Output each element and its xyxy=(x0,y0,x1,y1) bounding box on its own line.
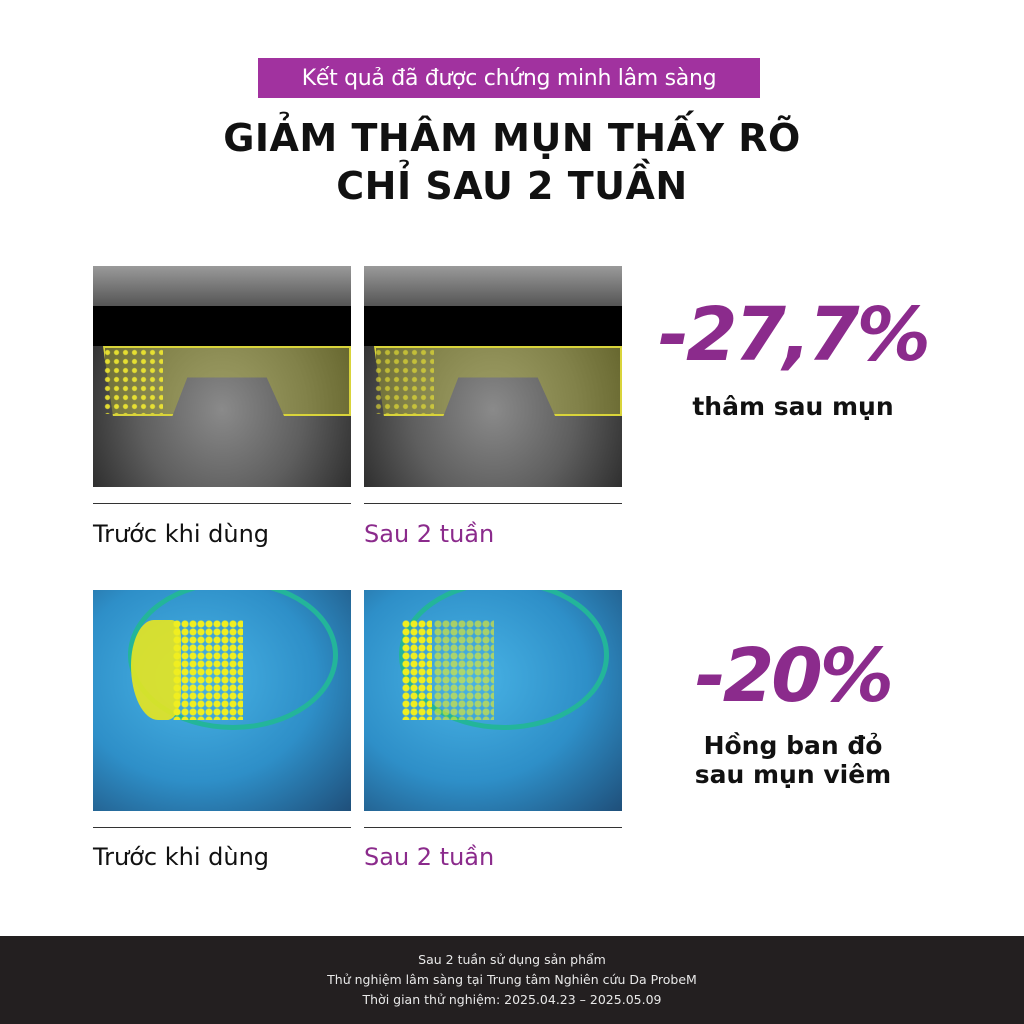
divider xyxy=(93,827,351,828)
before-photo-redness xyxy=(93,590,351,811)
headline-badge: Kết quả đã được chứng minh lâm sàng xyxy=(258,58,760,98)
divider xyxy=(364,827,622,828)
footer: Sau 2 tuần sử dụng sản phẩm Thử nghiệm l… xyxy=(0,936,1024,1024)
before-caption: Trước khi dùng xyxy=(93,843,270,871)
stat-dark-spots-label: thâm sau mụn xyxy=(692,392,894,421)
after-caption: Sau 2 tuần xyxy=(364,843,495,871)
footer-line3: Thời gian thử nghiệm: 2025.04.23 – 2025.… xyxy=(362,992,662,1007)
page-title-line1: GIẢM THÂM MỤN THẤY RÕ xyxy=(223,116,801,160)
after-photo-dark-spots xyxy=(364,266,622,487)
before-caption: Trước khi dùng xyxy=(93,520,270,548)
footer-line1: Sau 2 tuần sử dụng sản phẩm xyxy=(418,952,606,967)
divider xyxy=(364,503,622,504)
divider xyxy=(93,503,351,504)
stat-redness-label-1: Hồng ban đỏ xyxy=(703,731,883,760)
after-caption: Sau 2 tuần xyxy=(364,520,495,548)
after-photo-redness xyxy=(364,590,622,811)
stat-redness-label-2: sau mụn viêm xyxy=(694,760,892,789)
stat-dark-spots: -27,7% xyxy=(658,292,930,378)
stat-redness: -20% xyxy=(695,633,894,719)
footer-line2: Thử nghiệm lâm sàng tại Trung tâm Nghiên… xyxy=(327,972,697,987)
before-photo-dark-spots xyxy=(93,266,351,487)
page-title-line2: CHỈ SAU 2 TUẦN xyxy=(336,164,688,208)
